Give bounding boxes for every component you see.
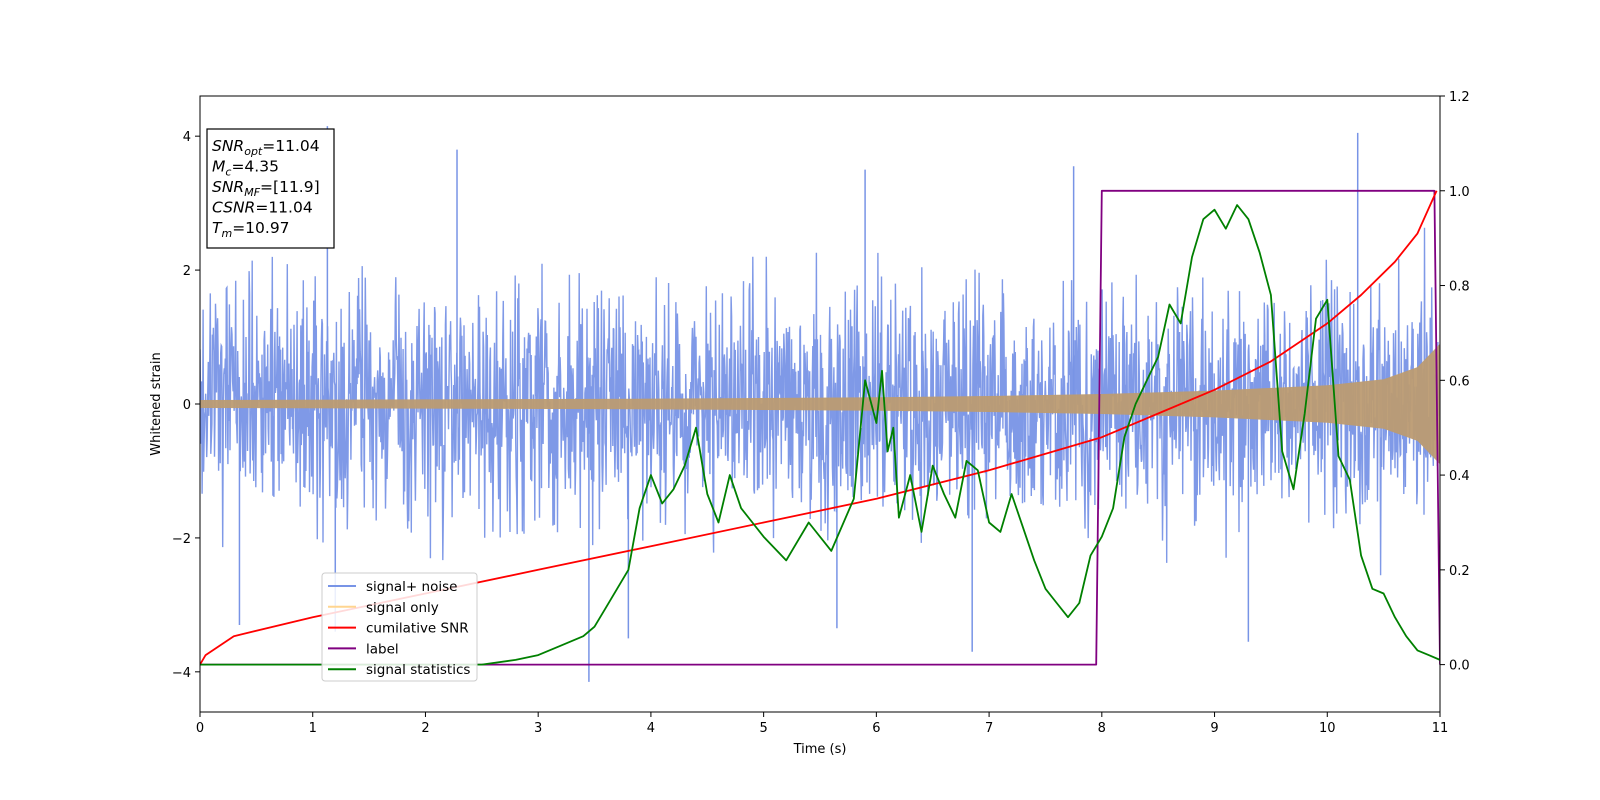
x-tick: 11	[1432, 712, 1449, 736]
y2-tick-label: 0.4	[1449, 469, 1470, 484]
annotation-value: =11.04	[255, 199, 312, 217]
annotation-symbol: CSNR	[212, 199, 255, 217]
x-tick: 8	[1098, 712, 1106, 736]
y2-tick-label: 0.2	[1449, 564, 1470, 579]
x-tick-label: 11	[1432, 721, 1449, 736]
x-tick: 6	[872, 712, 881, 736]
x-tick: 2	[421, 712, 430, 736]
y-tick-label: 4	[183, 130, 191, 145]
series-label-line	[200, 189, 1440, 666]
annotation-line: Tm=10.97	[212, 219, 290, 240]
x-axis-label: Time (s)	[793, 742, 847, 757]
series-signal-noise-line	[200, 227, 1440, 576]
legend-entry: label	[328, 641, 399, 657]
x-tick: 4	[647, 712, 655, 736]
y-tick: 0	[183, 398, 200, 413]
series-signal-only-band	[200, 343, 1440, 465]
legend-entry: cumilative SNR	[328, 621, 469, 637]
signal-only-layer	[200, 343, 1440, 465]
legend-label: signal statistics	[366, 662, 470, 678]
annotation-line: CSNR=11.04	[212, 199, 313, 217]
x-tick-label: 10	[1319, 721, 1336, 736]
y2-tick-label: 0.6	[1449, 374, 1470, 389]
y2-tick: 0.4	[1440, 469, 1470, 484]
y-axis-label: Whitened strain	[149, 352, 164, 455]
annotation-subscript: opt	[244, 145, 263, 158]
y-tick: 4	[183, 130, 200, 145]
series-cumulative-snr-line	[200, 190, 1438, 666]
y-tick: 2	[183, 264, 200, 279]
x-tick-label: 0	[196, 721, 204, 736]
x-tick: 9	[1210, 712, 1219, 736]
legend-label: signal only	[366, 600, 439, 616]
legend-label: label	[366, 641, 399, 657]
y2-tick: 1.0	[1440, 185, 1470, 200]
annotation-line: SNRMF=[11.9]	[212, 178, 320, 199]
y2-tick-label: 0.0	[1449, 659, 1470, 674]
y-tick-label: −4	[172, 666, 191, 681]
y-tick: −4	[172, 666, 200, 681]
x-tick-label: 1	[309, 721, 317, 736]
y-tick-label: 0	[183, 398, 191, 413]
annotation-line: SNRopt=11.04	[212, 137, 320, 158]
x-tick-label: 8	[1098, 721, 1106, 736]
x-tick: 5	[759, 712, 768, 736]
x-tick: 1	[309, 712, 317, 736]
annotation-box: SNRopt=11.04Mc=4.35SNRMF=[11.9]CSNR=11.0…	[206, 128, 335, 249]
x-tick-label: 4	[647, 721, 655, 736]
y-tick-label: −2	[172, 532, 191, 547]
legend: signal+ noise signal only cumilative SNR la…	[321, 572, 478, 682]
y2-tick: 0.6	[1440, 374, 1470, 389]
legend-entry: signal only	[328, 600, 439, 616]
x-tick-label: 5	[759, 721, 767, 736]
y2-tick-label: 1.0	[1449, 185, 1470, 200]
x-tick-label: 2	[421, 721, 429, 736]
annotation-symbol: SNR	[212, 178, 244, 196]
annotation-value: =[11.9]	[260, 178, 320, 196]
legend-frame	[321, 572, 478, 682]
y2-tick: 0.2	[1440, 564, 1470, 579]
signal-noise-layer	[200, 126, 1440, 682]
annotation-value: =10.97	[232, 219, 289, 237]
legend-label: cumilative SNR	[366, 621, 469, 637]
annotation-symbol: T	[212, 219, 223, 237]
y2-tick: 1.2	[1440, 90, 1470, 105]
y2-tick: 0.8	[1440, 280, 1470, 295]
x-axis-ticks: 0 1 2 3 4 5 6 7 8 9 10 11	[196, 712, 1448, 736]
x-tick-label: 9	[1210, 721, 1218, 736]
y-tick: −2	[172, 532, 200, 547]
x-tick: 0	[196, 712, 204, 736]
annotation-symbol: M	[212, 158, 225, 176]
y-tick-label: 2	[183, 264, 191, 279]
y2-tick-label: 1.2	[1449, 90, 1470, 105]
annotation-symbol: SNR	[212, 137, 244, 155]
y2-axis-ticks: 0.0 0.2 0.4 0.6 0.8 1.0 1.2	[1440, 90, 1470, 674]
y-axis-ticks: −4 −2 0 2 4	[172, 130, 200, 681]
x-tick: 10	[1319, 712, 1336, 736]
legend-label: signal+ noise	[366, 579, 457, 595]
y2-tick-label: 0.8	[1449, 280, 1470, 295]
right-axis-lines-layer	[200, 189, 1440, 666]
x-tick-label: 7	[985, 721, 993, 736]
annotation-box-frame	[206, 128, 335, 249]
series-signal-statistics-line	[200, 204, 1440, 666]
y2-tick: 0.0	[1440, 659, 1470, 674]
annotation-subscript: MF	[244, 186, 260, 199]
annotation-value: =11.04	[262, 137, 319, 155]
annotation-value: =4.35	[231, 158, 279, 176]
x-tick-label: 3	[534, 721, 542, 736]
annotation-line: Mc=4.35	[212, 158, 279, 179]
annotation-subscript: m	[221, 227, 232, 240]
annotation-subscript: c	[225, 166, 231, 179]
legend-entry: signal statistics	[328, 662, 470, 678]
x-tick-label: 6	[872, 721, 880, 736]
x-tick: 3	[534, 712, 542, 736]
x-tick: 7	[985, 712, 993, 736]
legend-entry: signal+ noise	[328, 579, 457, 595]
